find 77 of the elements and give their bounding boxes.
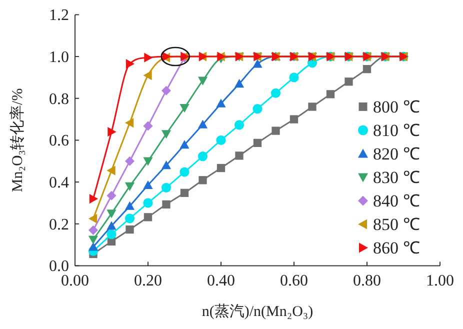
point (106, 190, 116, 200)
point (106, 230, 116, 240)
x-tick-label: 0.60 (280, 272, 308, 290)
point (106, 210, 116, 218)
point (124, 214, 135, 224)
legend-label: 860 ℃ (373, 238, 420, 258)
point (180, 167, 190, 177)
point (143, 180, 153, 190)
point (88, 214, 98, 224)
point (144, 52, 153, 62)
point (198, 152, 208, 162)
point (143, 70, 152, 80)
legend-label: 840 ℃ (373, 192, 420, 211)
point (161, 160, 172, 170)
y-tick-label: 1.2 (49, 7, 69, 24)
point (326, 90, 335, 98)
y-tick-label: 0.4 (49, 174, 69, 192)
x-tick-label: 0.00 (61, 272, 89, 290)
point (144, 213, 152, 222)
point (180, 140, 190, 149)
legend-label: 810 ℃ (373, 121, 420, 140)
point (89, 194, 98, 204)
point (180, 104, 190, 113)
point (143, 198, 153, 208)
point (308, 102, 316, 111)
point (289, 72, 299, 82)
point (162, 200, 170, 208)
x-axis-title: n(蒸汽)/n(Mn₂O₃) (202, 303, 314, 320)
point (143, 157, 153, 166)
point (88, 242, 98, 251)
y-tick-label: 0.0 (49, 258, 69, 276)
point (362, 65, 372, 74)
point (253, 138, 262, 147)
point (106, 221, 116, 230)
point (272, 126, 280, 135)
x-tick-label: 0.80 (353, 272, 381, 290)
point (252, 59, 262, 68)
point (108, 127, 116, 137)
y-tick-label: 0.6 (49, 132, 69, 150)
y-tick-label: 0.8 (49, 90, 69, 108)
point (252, 104, 262, 114)
point (216, 135, 226, 145)
point (88, 225, 98, 235)
point (180, 188, 189, 197)
point (161, 182, 172, 192)
point (143, 121, 153, 131)
point (124, 156, 135, 166)
point (161, 86, 172, 96)
point (198, 176, 207, 184)
point (216, 98, 226, 108)
y-axis-title: Mn₂O₃转化率/% (9, 88, 26, 192)
x-tick-label: 1.00 (426, 272, 454, 290)
point (106, 166, 116, 176)
point (126, 225, 134, 234)
point (124, 118, 134, 128)
point (235, 152, 244, 160)
y-tick-label: 0.2 (49, 216, 69, 234)
point (344, 78, 353, 86)
point (124, 182, 135, 192)
point (216, 164, 226, 172)
y-tick-label: 1.0 (49, 49, 69, 66)
legend-label: 850 ℃ (373, 215, 420, 234)
point (270, 88, 281, 98)
x-tick-label: 0.20 (134, 272, 162, 290)
point (124, 201, 135, 210)
legend-label: 830 ℃ (373, 168, 420, 188)
legend-label: 800 ℃ (373, 98, 420, 117)
point (234, 78, 244, 88)
point (290, 115, 298, 124)
point (161, 130, 172, 139)
legend-label: 820 ℃ (373, 144, 420, 164)
point (198, 76, 208, 86)
point (88, 236, 98, 244)
point (234, 120, 244, 130)
point (198, 120, 208, 128)
x-tick-label: 0.40 (207, 272, 235, 290)
point (126, 59, 135, 69)
